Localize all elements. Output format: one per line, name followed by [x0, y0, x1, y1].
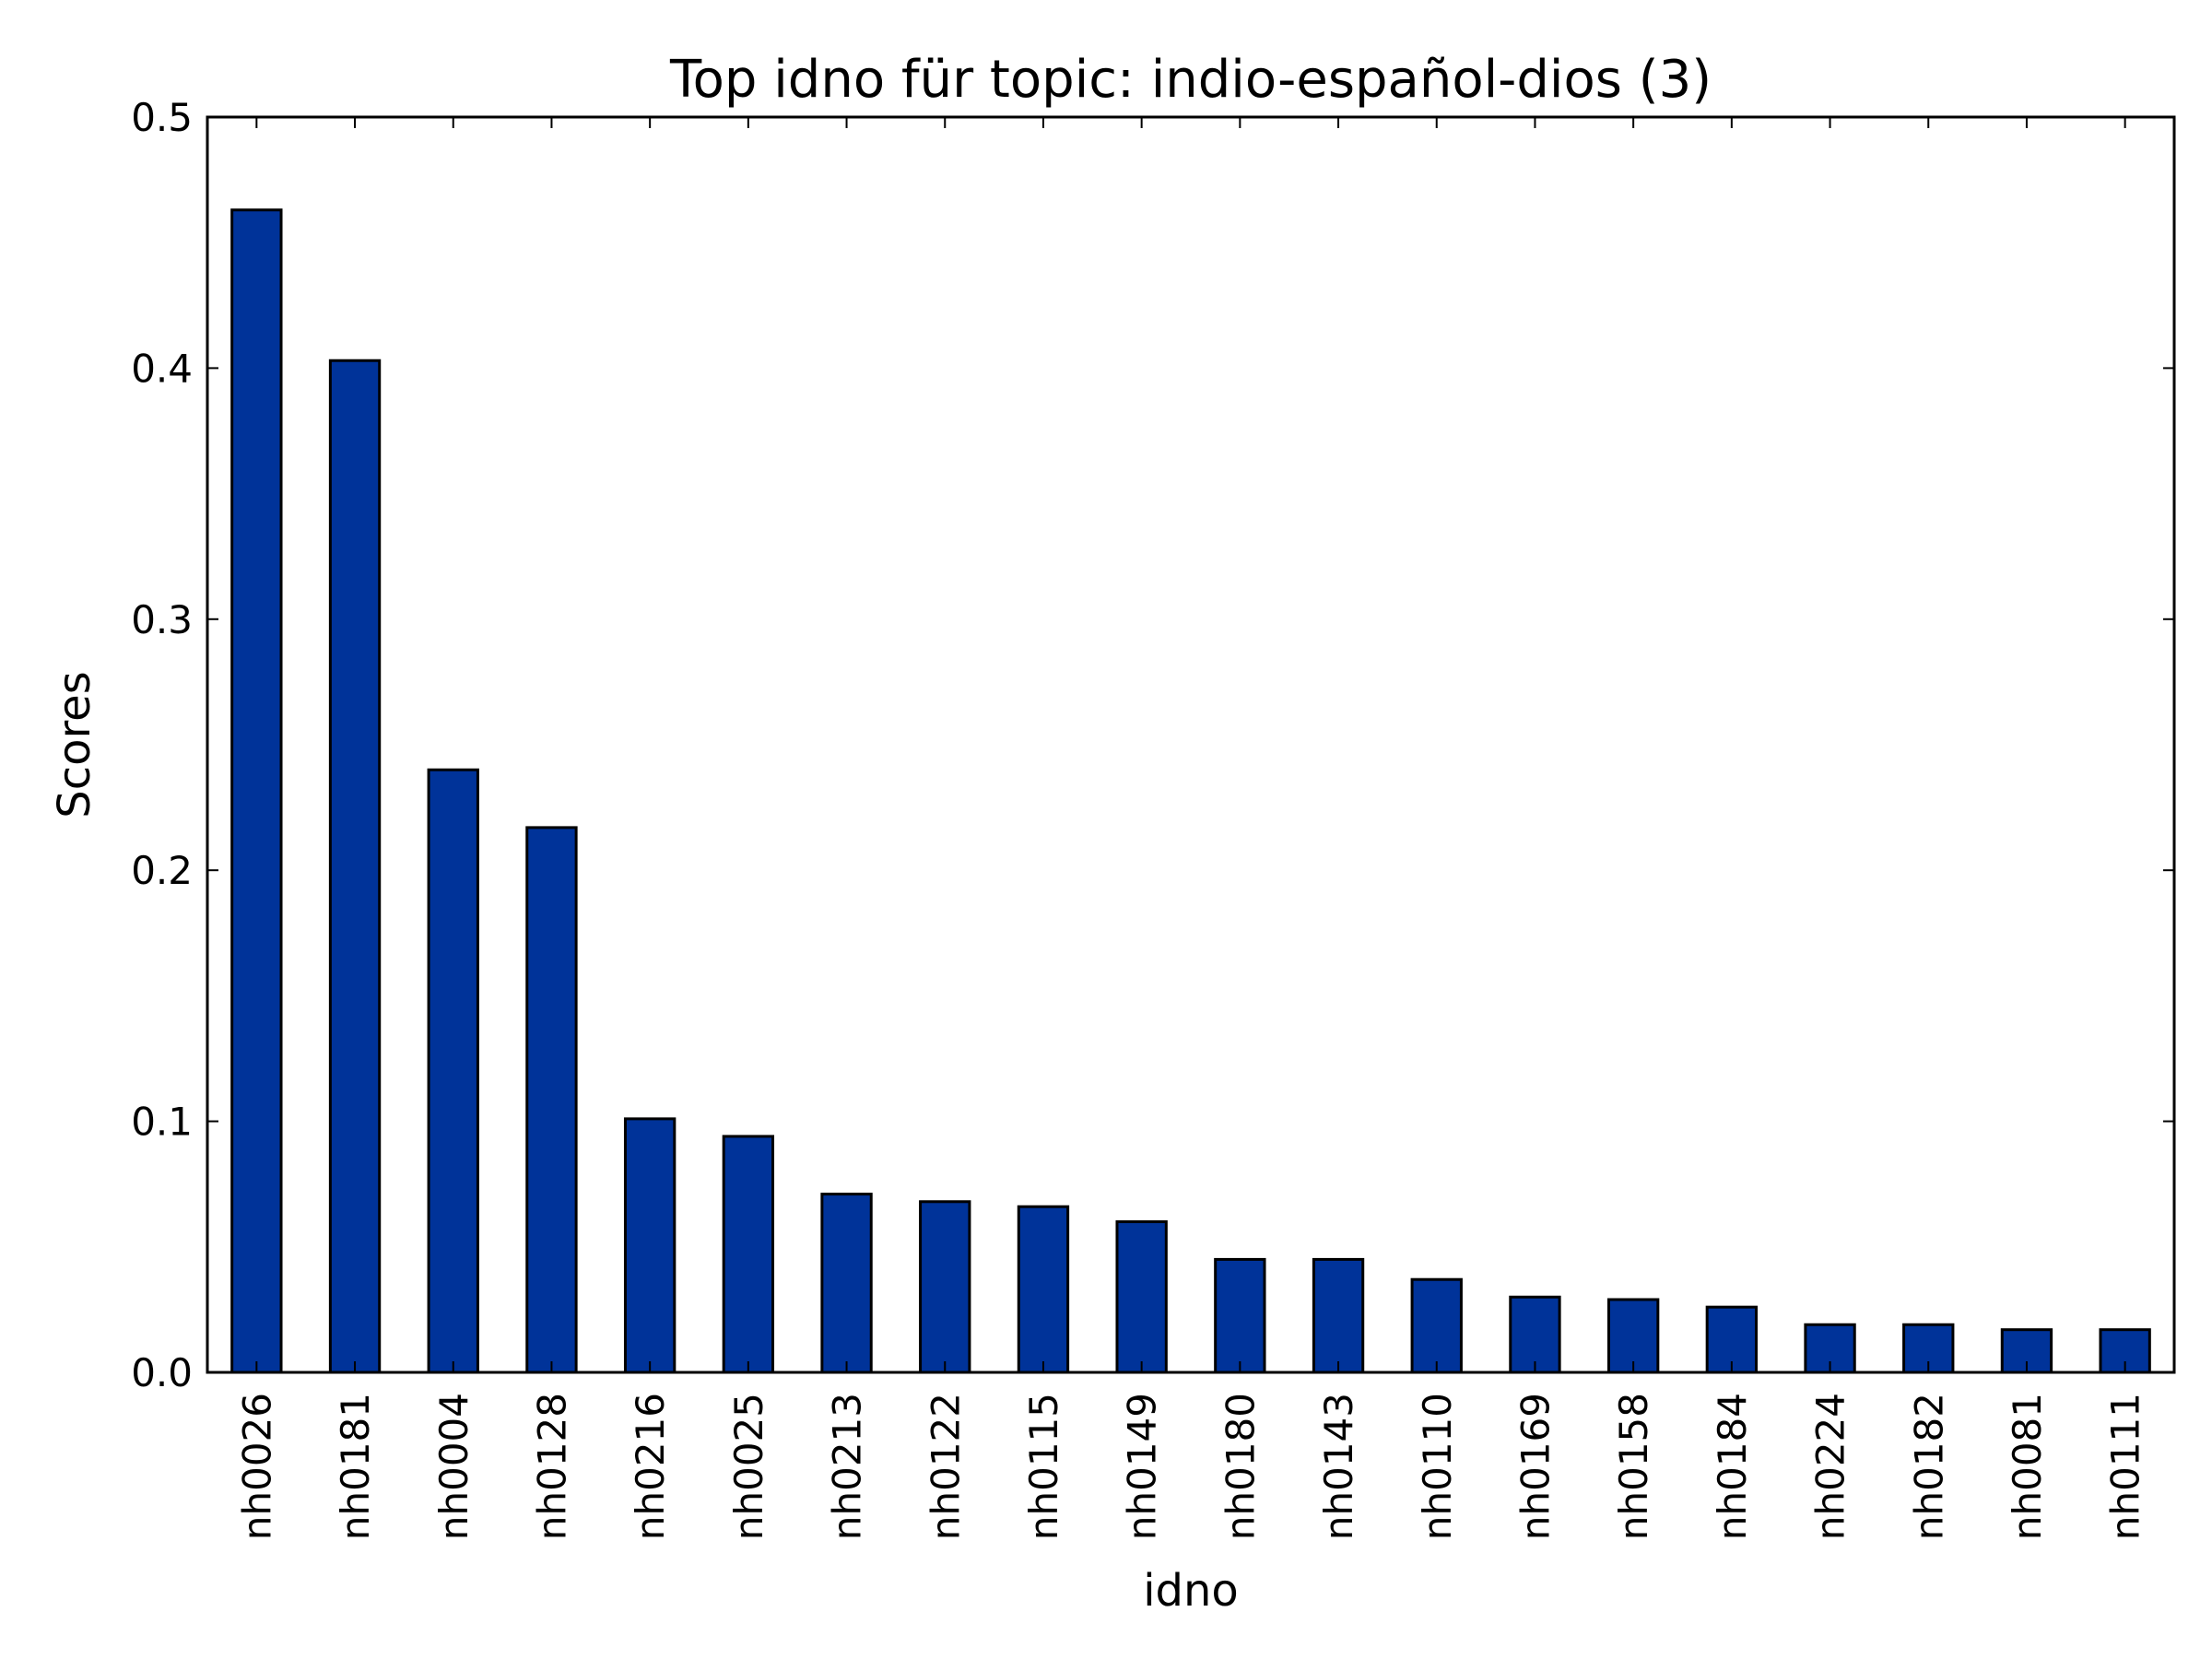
- x-tick-label: nh0081: [2005, 1393, 2050, 1540]
- x-tick-label: nh0004: [431, 1393, 477, 1540]
- bar-nh0110: [1410, 1277, 1463, 1374]
- x-tick-label: nh0025: [726, 1393, 771, 1540]
- y-tick-label: 0.3: [131, 597, 193, 642]
- bars: [230, 208, 2151, 1374]
- bar-nh0181: [328, 359, 382, 1374]
- bar-nh0216: [623, 1117, 677, 1374]
- x-tick-label: nh0026: [234, 1393, 279, 1540]
- bar-nh0143: [1312, 1257, 1365, 1374]
- x-tick-label: nh0149: [1120, 1393, 1165, 1540]
- bar-nh0026: [230, 208, 283, 1374]
- x-tick-label: nh0110: [1415, 1393, 1460, 1540]
- bar-nh0025: [722, 1135, 775, 1374]
- x-tick-label: nh0184: [1710, 1393, 1755, 1540]
- bar-nh0180: [1214, 1257, 1266, 1374]
- bar-nh0169: [1509, 1295, 1561, 1374]
- x-tick-label: nh0181: [333, 1393, 378, 1540]
- y-axis-label: Scores: [49, 671, 100, 818]
- x-tick-label: nh0182: [1906, 1393, 1951, 1540]
- x-tick-label: nh0169: [1512, 1393, 1558, 1540]
- bar-nh0004: [427, 768, 479, 1374]
- bar-nh0149: [1115, 1220, 1168, 1374]
- y-tick-label: 0.4: [131, 346, 193, 391]
- x-tick-label: nh0180: [1218, 1393, 1263, 1540]
- x-axis-label: idno: [1143, 1565, 1239, 1617]
- x-tick-label: nh0111: [2103, 1393, 2148, 1540]
- y-tick-label: 0.5: [131, 95, 193, 140]
- bar-nh0128: [525, 826, 578, 1374]
- y-axis: 0.0 0.1 0.2 0.3 0.4 0.5: [131, 95, 2174, 1395]
- x-tick-label: nh0143: [1316, 1393, 1361, 1540]
- bar-nh0122: [919, 1200, 971, 1374]
- bar-nh0158: [1606, 1298, 1660, 1374]
- x-tick-label: nh0158: [1611, 1393, 1656, 1540]
- x-tick-label: nh0122: [923, 1393, 968, 1540]
- y-tick-label: 0.1: [131, 1100, 193, 1145]
- x-tick-label: nh0213: [825, 1393, 870, 1540]
- chart-title: Top idno für topic: indio-español-dios (…: [669, 50, 1712, 110]
- plot-frame: [206, 115, 2176, 1374]
- y-tick-label: 0.2: [131, 848, 193, 893]
- x-tick-label: nh0216: [628, 1393, 673, 1540]
- bar-nh0213: [820, 1193, 873, 1374]
- x-axis: nh0026 nh0181 nh0004 nh0128 nh0216 nh0025 nh02…: [234, 117, 2148, 1540]
- bar-nh0115: [1017, 1205, 1070, 1374]
- x-tick-label: nh0115: [1021, 1393, 1066, 1540]
- x-tick-label: nh0128: [529, 1393, 574, 1540]
- x-tick-label: nh0224: [1808, 1393, 1853, 1540]
- y-tick-label: 0.0: [131, 1350, 193, 1395]
